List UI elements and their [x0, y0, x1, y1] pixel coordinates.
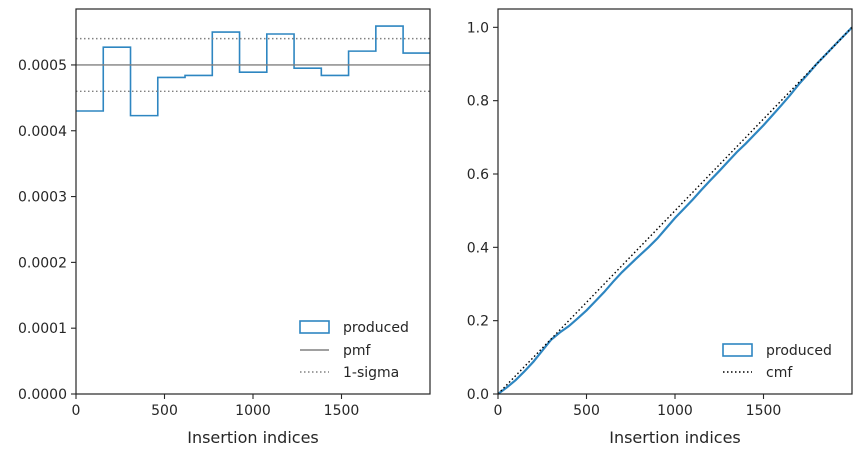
y-tick-label: 0.0004: [18, 124, 67, 140]
series-produced-ecdf: [497, 26, 853, 395]
y-tick-label: 0.4: [467, 240, 489, 256]
y-tick-label: 0.6: [467, 167, 489, 183]
x-tick-label: 500: [573, 403, 600, 419]
y-tick-label: 0.8: [467, 94, 489, 110]
y-tick-label: 0.0002: [18, 255, 67, 271]
pmf-axis-ticks: 0 500 1000 1500 0.0000 0.0001 0.0002 0.0003 0.00…: [18, 58, 359, 419]
cmf-axis-ticks: 0 500 1000 1500 0.0 0.2 0.4 0.6 0.8 1.0: [467, 20, 782, 419]
legend-swatch-produced: [299, 320, 330, 334]
cmf-series: [497, 26, 853, 395]
y-tick-label: 0.0003: [18, 190, 67, 206]
legend-label-produced: produced: [343, 320, 409, 336]
pmf-axes-frame: [75, 8, 431, 395]
x-tick-label: 1500: [324, 403, 360, 419]
y-tick-label: 0.0005: [18, 58, 67, 74]
legend-swatch-produced-cdf: [722, 343, 753, 357]
x-tick-label: 1000: [657, 403, 693, 419]
pmf-series: [76, 25, 430, 117]
series-cmf-line: [497, 26, 853, 395]
y-tick-label: 1.0: [467, 20, 489, 36]
x-tick-label: 500: [151, 403, 178, 419]
x-tick-label: 0: [494, 403, 503, 419]
pmf-histogram-panel: 0 500 1000 1500 0.0000 0.0001 0.0002 0.0003 0.00…: [18, 8, 431, 447]
cmf-axes-frame: [497, 8, 853, 395]
legend-label-pmf: pmf: [343, 343, 372, 359]
y-tick-label: 0.0001: [18, 321, 67, 337]
series-produced-step: [76, 25, 430, 117]
pmf-x-axis-label: Insertion indices: [187, 428, 319, 447]
y-tick-label: 0.2: [467, 314, 489, 330]
x-tick-label: 1500: [746, 403, 782, 419]
cmf-x-axis-label: Insertion indices: [609, 428, 741, 447]
x-tick-label: 0: [72, 403, 81, 419]
y-tick-label: 0.0: [467, 387, 489, 403]
y-tick-label: 0.0000: [18, 387, 67, 403]
legend-label-produced-cdf: produced: [766, 343, 832, 359]
legend-label-cmf: cmf: [766, 365, 793, 381]
x-tick-label: 1000: [235, 403, 271, 419]
cmf-legend: produced cmf: [722, 343, 832, 381]
legend-label-1sigma: 1-sigma: [343, 365, 399, 381]
cmf-panel: 0 500 1000 1500 0.0 0.2 0.4 0.6 0.8 1.0 Insertion…: [467, 8, 853, 447]
pmf-legend: produced pmf 1-sigma: [299, 320, 409, 381]
